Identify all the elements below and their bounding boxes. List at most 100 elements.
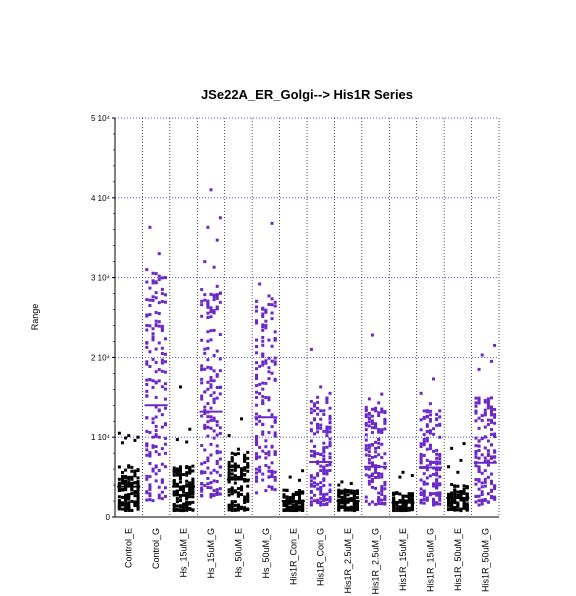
data-point bbox=[191, 500, 195, 504]
data-point bbox=[438, 483, 442, 487]
data-point bbox=[273, 338, 277, 342]
data-point bbox=[133, 481, 137, 485]
data-point-outlier bbox=[447, 465, 451, 469]
data-point bbox=[291, 504, 295, 508]
data-point bbox=[486, 463, 490, 467]
data-point-outlier bbox=[185, 440, 189, 444]
data-point bbox=[255, 299, 259, 303]
data-point-outlier bbox=[255, 319, 259, 323]
data-point bbox=[364, 467, 368, 471]
data-point bbox=[227, 474, 231, 478]
data-point bbox=[157, 341, 161, 345]
data-point bbox=[490, 480, 494, 484]
data-point bbox=[309, 479, 313, 483]
data-point-outlier bbox=[151, 279, 155, 283]
data-point bbox=[432, 427, 436, 431]
data-point bbox=[255, 471, 259, 475]
data-point bbox=[218, 291, 222, 295]
data-point bbox=[352, 496, 356, 500]
data-point bbox=[145, 280, 149, 284]
data-point bbox=[255, 441, 259, 445]
data-point bbox=[355, 503, 359, 507]
data-point bbox=[374, 422, 378, 426]
data-point bbox=[261, 315, 265, 319]
data-point bbox=[227, 493, 231, 497]
data-point bbox=[456, 493, 460, 497]
data-point bbox=[182, 473, 186, 477]
data-point bbox=[151, 435, 155, 439]
data-point bbox=[322, 503, 326, 507]
data-point bbox=[450, 500, 454, 504]
data-point bbox=[124, 505, 128, 509]
data-point bbox=[273, 478, 277, 482]
data-point bbox=[383, 483, 387, 487]
data-point bbox=[404, 499, 408, 503]
data-point bbox=[227, 460, 231, 464]
data-point bbox=[453, 499, 457, 503]
data-point bbox=[182, 506, 186, 510]
data-point bbox=[319, 464, 323, 468]
data-point bbox=[425, 468, 429, 472]
data-point bbox=[282, 508, 286, 512]
data-point bbox=[367, 420, 371, 424]
data-point-outlier bbox=[316, 395, 320, 399]
data-point bbox=[191, 483, 195, 487]
data-point bbox=[270, 461, 274, 465]
data-point bbox=[212, 416, 216, 420]
data-point bbox=[309, 421, 313, 425]
data-point bbox=[154, 472, 158, 476]
data-point bbox=[377, 411, 381, 415]
data-point bbox=[425, 439, 429, 443]
data-point bbox=[218, 473, 222, 477]
data-point bbox=[419, 418, 423, 422]
data-point-outlier bbox=[163, 276, 167, 280]
data-point bbox=[163, 406, 167, 410]
data-point bbox=[486, 492, 490, 496]
data-point bbox=[273, 451, 277, 455]
data-point bbox=[474, 455, 478, 459]
data-point bbox=[367, 446, 371, 450]
data-point bbox=[325, 492, 329, 496]
data-point bbox=[215, 305, 219, 309]
data-point bbox=[477, 449, 481, 453]
data-point bbox=[136, 492, 140, 496]
data-point bbox=[117, 482, 121, 486]
data-point bbox=[255, 417, 259, 421]
data-point bbox=[343, 504, 347, 508]
data-point bbox=[322, 494, 326, 498]
data-point bbox=[163, 382, 167, 386]
data-point bbox=[425, 424, 429, 428]
data-point bbox=[267, 356, 271, 360]
data-point bbox=[480, 453, 484, 457]
data-point bbox=[206, 459, 210, 463]
data-point-outlier bbox=[145, 323, 149, 327]
data-point bbox=[301, 506, 305, 510]
data-point bbox=[462, 506, 466, 510]
data-point bbox=[425, 496, 429, 500]
data-point bbox=[127, 477, 131, 481]
data-point bbox=[215, 294, 219, 298]
data-point-outlier bbox=[258, 282, 262, 286]
data-point bbox=[212, 369, 216, 373]
data-point bbox=[182, 490, 186, 494]
data-point bbox=[261, 449, 265, 453]
data-point bbox=[175, 467, 179, 471]
data-point bbox=[370, 461, 374, 465]
data-point-outlier bbox=[398, 475, 402, 479]
data-point bbox=[243, 466, 247, 470]
data-point bbox=[483, 425, 487, 429]
data-point bbox=[459, 509, 463, 513]
data-point bbox=[490, 408, 494, 412]
data-point bbox=[419, 500, 423, 504]
data-point bbox=[133, 494, 137, 498]
data-point bbox=[261, 402, 265, 406]
data-point bbox=[124, 468, 128, 472]
data-point bbox=[474, 404, 478, 408]
data-point bbox=[322, 412, 326, 416]
data-point bbox=[422, 437, 426, 441]
data-point bbox=[267, 302, 271, 306]
data-point bbox=[425, 458, 429, 462]
data-point bbox=[148, 364, 152, 368]
data-point bbox=[127, 493, 131, 497]
x-tick-label: His1R_15uM_E bbox=[398, 528, 408, 591]
